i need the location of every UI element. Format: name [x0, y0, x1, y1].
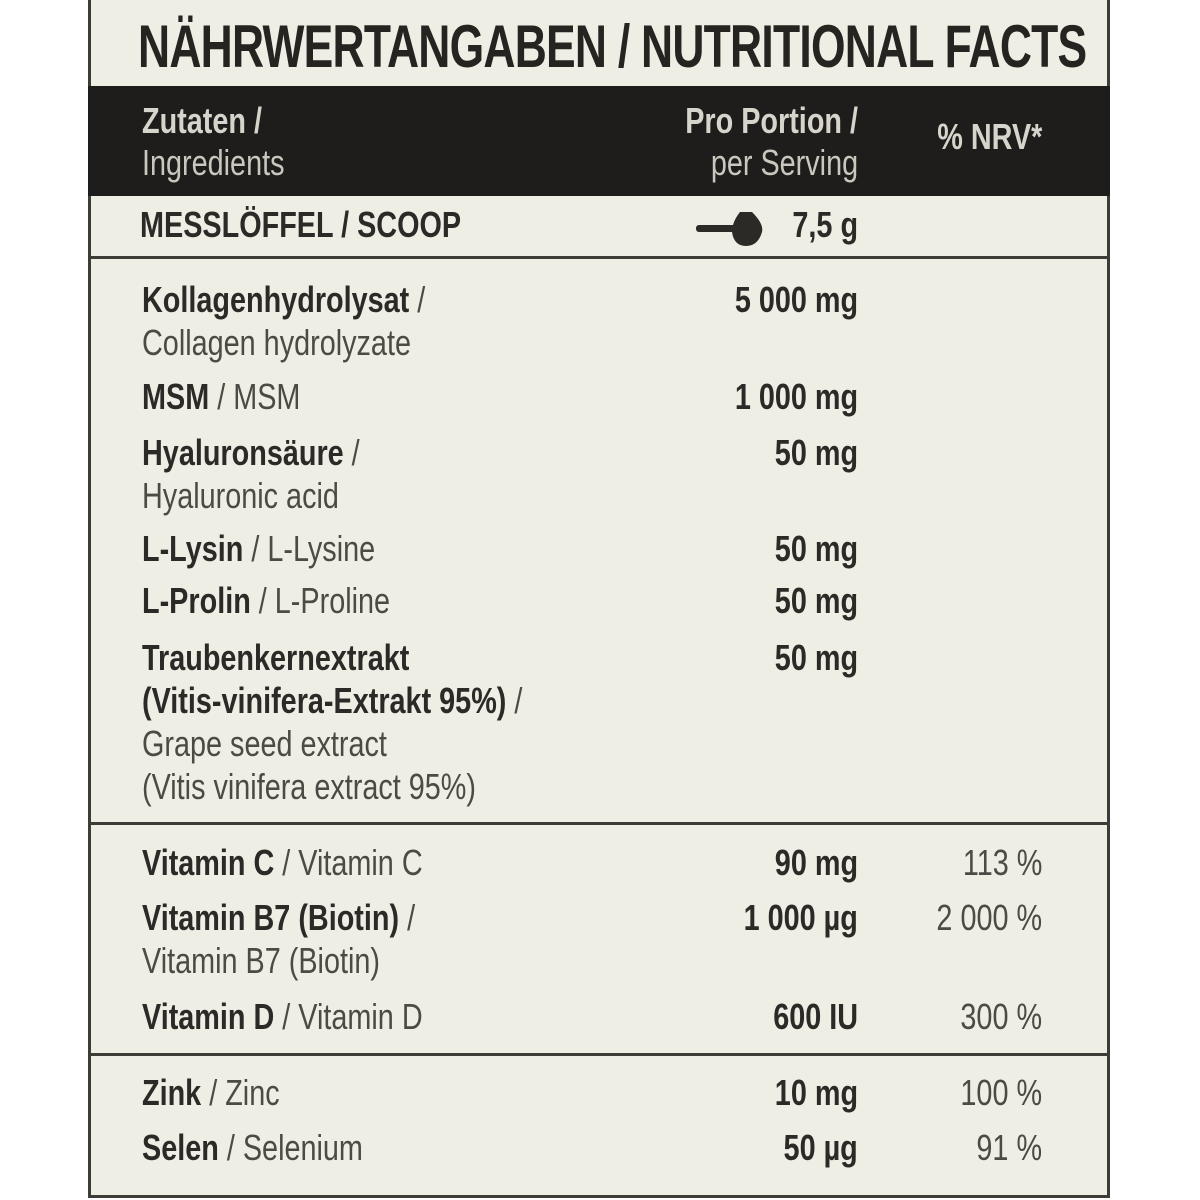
- scoop-icon: [696, 212, 763, 246]
- nrv-percent: 2 000 %: [936, 897, 1042, 938]
- amount-per-serving: 50 mg: [774, 637, 858, 678]
- ingredient-name-en: /: [409, 279, 426, 320]
- ingredient-name: L-Lysin / L-Lysine: [142, 528, 375, 570]
- amount-per-serving: 1 000 mg: [734, 376, 858, 417]
- ingredient-name-en: /: [506, 680, 523, 721]
- nrv-percent: 113 %: [962, 842, 1042, 883]
- ingredient-name-de: Kollagenhydrolysat: [142, 279, 410, 320]
- amount-per-serving: 50 mg: [774, 528, 858, 569]
- ingredient-name-en: / Vitamin C: [274, 842, 423, 883]
- ingredient-name: Selen / Selenium: [142, 1127, 363, 1169]
- ingredient-name: Zink / Zinc: [142, 1072, 280, 1114]
- amount-per-serving: 600 IU: [773, 996, 858, 1037]
- ingredient-name-de: Vitamin C: [142, 842, 275, 883]
- ingredient-name: Collagen hydrolyzate: [142, 322, 411, 364]
- ingredient-name-en: Grape seed extract: [142, 723, 387, 764]
- amount-per-serving: 1 000 µg: [743, 897, 858, 938]
- nrv-percent: 300 %: [960, 996, 1042, 1037]
- ingredient-name-en: / L-Lysine: [243, 528, 376, 569]
- ingredient-name-de: Vitamin D: [142, 996, 275, 1037]
- ingredient-name-de: Hyaluronsäure: [142, 432, 344, 473]
- ingredient-name-de: L-Lysin: [142, 528, 244, 569]
- amount-per-serving: 90 mg: [774, 842, 858, 883]
- ingredient-name: Vitamin B7 (Biotin): [142, 940, 380, 982]
- ingredient-name: (Vitis vinifera extract 95%): [142, 766, 476, 808]
- ingredient-name: Grape seed extract: [142, 723, 387, 765]
- ingredient-name-de: (Vitis-vinifera-Extrakt 95%): [142, 680, 507, 721]
- header-nrv: % NRV*: [936, 116, 1042, 157]
- header-serving-de: Pro Portion /: [685, 100, 858, 141]
- ingredient-name: Vitamin B7 (Biotin) /: [142, 897, 415, 939]
- header-ingredients-de: Zutaten /: [142, 100, 262, 141]
- ingredient-name-en: /: [343, 432, 360, 473]
- amount-per-serving: 50 mg: [774, 432, 858, 473]
- header-ingredients-en: Ingredients: [142, 142, 285, 183]
- nutrition-table: [88, 0, 1110, 1198]
- ingredient-name: Vitamin D / Vitamin D: [142, 996, 423, 1038]
- nrv-percent: 91 %: [976, 1127, 1042, 1168]
- ingredient-name-de: Zink: [142, 1072, 202, 1113]
- ingredient-name: MSM / MSM: [142, 376, 300, 418]
- ingredient-name-en: (Vitis vinifera extract 95%): [142, 766, 476, 807]
- ingredient-name: Hyaluronic acid: [142, 475, 339, 517]
- ingredient-name-de: L-Prolin: [142, 580, 251, 621]
- ingredient-name-en: / MSM: [209, 376, 301, 417]
- ingredient-name: Vitamin C / Vitamin C: [142, 842, 423, 884]
- ingredient-name-en: / Vitamin D: [274, 996, 423, 1037]
- amount-per-serving: 50 mg: [774, 580, 858, 621]
- ingredient-name: (Vitis-vinifera-Extrakt 95%) /: [142, 680, 522, 722]
- nrv-percent: 100 %: [960, 1072, 1042, 1113]
- ingredient-name-en: /: [399, 897, 416, 938]
- scoop-amount: 7,5 g: [792, 204, 858, 245]
- ingredient-name: Traubenkernextrakt: [142, 637, 409, 679]
- ingredient-name-en: Vitamin B7 (Biotin): [142, 940, 380, 981]
- ingredient-name-de: Traubenkernextrakt: [142, 637, 410, 678]
- ingredient-name-en: / Zinc: [201, 1072, 280, 1113]
- divider: [88, 822, 1110, 825]
- ingredient-name-en: / L-Proline: [250, 580, 391, 621]
- amount-per-serving: 50 µg: [783, 1127, 858, 1168]
- header-serving-en: per Serving: [710, 142, 858, 183]
- ingredient-name-de: Selen: [142, 1127, 219, 1168]
- ingredient-name-en: / Selenium: [218, 1127, 363, 1168]
- ingredient-name-en: Collagen hydrolyzate: [142, 322, 411, 363]
- ingredient-name: L-Prolin / L-Proline: [142, 580, 390, 622]
- divider: [88, 1053, 1110, 1056]
- ingredient-name-de: MSM: [142, 376, 210, 417]
- table-title: NÄHRWERTANGABEN / NUTRITIONAL FACTS: [138, 13, 1087, 80]
- ingredient-name: Kollagenhydrolysat /: [142, 279, 425, 321]
- amount-per-serving: 10 mg: [774, 1072, 858, 1113]
- table-header: [88, 86, 1110, 196]
- ingredient-name: Hyaluronsäure /: [142, 432, 360, 474]
- divider: [88, 256, 1110, 259]
- amount-per-serving: 5 000 mg: [734, 279, 858, 320]
- scoop-label: MESSLÖFFEL / SCOOP: [140, 204, 462, 245]
- ingredient-name-de: Vitamin B7 (Biotin): [142, 897, 400, 938]
- ingredient-name-en: Hyaluronic acid: [142, 475, 339, 516]
